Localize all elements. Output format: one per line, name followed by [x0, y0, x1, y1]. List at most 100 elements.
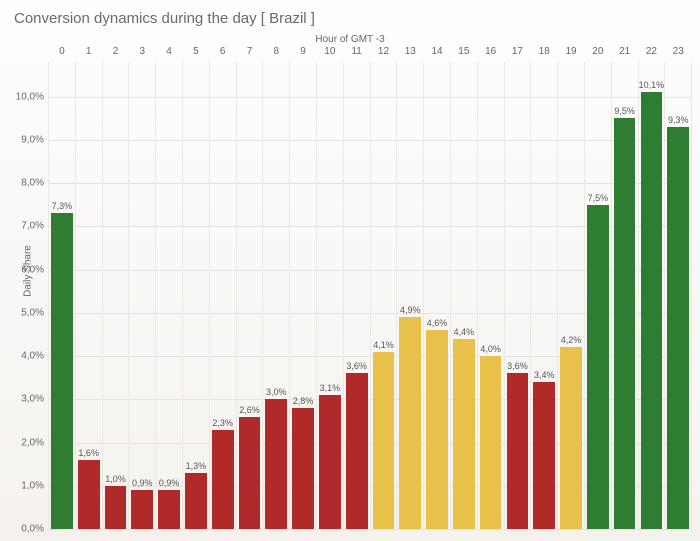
bar-column: 164,0% [478, 62, 505, 529]
bar-column: 207,5% [585, 62, 612, 529]
bar: 2,8% [292, 408, 314, 529]
bar-column: 134,9% [397, 62, 424, 529]
bar-value-label: 1,0% [105, 474, 126, 484]
x-tick-label: 16 [478, 46, 504, 57]
bar: 7,5% [587, 205, 609, 529]
y-tick-label: 6,0% [21, 264, 44, 275]
bar-value-label: 2,8% [293, 396, 314, 406]
bar-column: 11,6% [76, 62, 103, 529]
x-tick-label: 4 [156, 46, 182, 57]
bar-column: 103,1% [317, 62, 344, 529]
bar-value-label: 4,0% [480, 344, 501, 354]
bar: 1,6% [78, 460, 100, 529]
bar: 1,3% [185, 473, 207, 529]
bar: 4,2% [560, 347, 582, 529]
bar-column: 144,6% [424, 62, 451, 529]
bar-value-label: 3,0% [266, 387, 287, 397]
bar-column: 219,5% [612, 62, 639, 529]
bar-value-label: 2,6% [239, 405, 260, 415]
bar-value-label: 2,3% [212, 418, 233, 428]
bar: 9,3% [667, 127, 689, 529]
bar: 1,0% [105, 486, 127, 529]
x-tick-label: 9 [290, 46, 316, 57]
x-tick-label: 8 [263, 46, 289, 57]
bar-value-label: 3,4% [534, 370, 555, 380]
bar-column: 30,9% [129, 62, 156, 529]
y-tick-label: 8,0% [21, 178, 44, 189]
x-tick-label: 13 [397, 46, 423, 57]
bar-column: 51,3% [183, 62, 210, 529]
bar-column: 183,4% [531, 62, 558, 529]
bar-column: 194,2% [558, 62, 585, 529]
x-tick-label: 22 [639, 46, 665, 57]
bar-value-label: 4,2% [561, 335, 582, 345]
y-tick-label: 1,0% [21, 480, 44, 491]
bar-column: 92,8% [290, 62, 317, 529]
bar-value-label: 0,9% [159, 478, 180, 488]
bar-value-label: 0,9% [132, 478, 153, 488]
x-tick-label: 19 [558, 46, 584, 57]
y-tick-label: 3,0% [21, 394, 44, 405]
bar-value-label: 1,6% [78, 448, 99, 458]
gridline [48, 529, 692, 530]
bar-column: 2210,1% [639, 62, 666, 529]
bar: 4,1% [373, 352, 395, 529]
bar-column: 124,1% [371, 62, 398, 529]
bar-column: 239,3% [665, 62, 692, 529]
bar-column: 40,9% [156, 62, 183, 529]
bar-value-label: 3,6% [507, 361, 528, 371]
bar-value-label: 9,5% [614, 106, 635, 116]
x-tick-label: 0 [49, 46, 75, 57]
x-tick-label: 21 [612, 46, 638, 57]
bar: 0,9% [131, 490, 153, 529]
bar: 3,6% [346, 373, 368, 529]
bar-value-label: 4,9% [400, 305, 421, 315]
x-tick-label: 15 [451, 46, 477, 57]
bar-value-label: 10,1% [639, 80, 665, 90]
bar: 3,4% [533, 382, 555, 529]
x-tick-label: 23 [665, 46, 691, 57]
bar-value-label: 4,4% [454, 327, 475, 337]
bar-column: 173,6% [505, 62, 532, 529]
bar: 4,4% [453, 339, 475, 529]
bar: 4,6% [426, 330, 448, 529]
x-tick-label: 18 [531, 46, 557, 57]
x-tick-label: 1 [76, 46, 102, 57]
x-axis-title: Hour of GMT -3 [0, 34, 700, 45]
bar-value-label: 4,6% [427, 318, 448, 328]
y-tick-label: 4,0% [21, 351, 44, 362]
bar: 2,6% [239, 417, 261, 529]
bar-value-label: 1,3% [186, 461, 207, 471]
y-tick-label: 2,0% [21, 437, 44, 448]
y-tick-label: 5,0% [21, 307, 44, 318]
x-tick-label: 17 [505, 46, 531, 57]
y-tick-label: 0,0% [21, 524, 44, 535]
chart-title: Conversion dynamics during the day [ Bra… [14, 10, 315, 27]
bar: 3,0% [265, 399, 287, 529]
bar-value-label: 3,1% [320, 383, 341, 393]
chart-plot-area: 0,0%1,0%2,0%3,0%4,0%5,0%6,0%7,0%8,0%9,0%… [48, 62, 692, 529]
bar-column: 83,0% [263, 62, 290, 529]
bar-column: 07,3% [48, 62, 76, 529]
x-tick-label: 10 [317, 46, 343, 57]
bar: 0,9% [158, 490, 180, 529]
x-tick-label: 11 [344, 46, 370, 57]
bar: 9,5% [614, 118, 636, 529]
bar-column: 62,3% [210, 62, 237, 529]
bars-container: 07,3%11,6%21,0%30,9%40,9%51,3%62,3%72,6%… [48, 62, 692, 529]
bar: 3,1% [319, 395, 341, 529]
x-tick-label: 12 [371, 46, 397, 57]
bar: 10,1% [641, 92, 663, 529]
x-tick-label: 7 [237, 46, 263, 57]
y-tick-label: 9,0% [21, 134, 44, 145]
bar-value-label: 7,5% [588, 193, 609, 203]
y-tick-label: 10,0% [16, 91, 44, 102]
bar-value-label: 4,1% [373, 340, 394, 350]
y-tick-label: 7,0% [21, 221, 44, 232]
x-tick-label: 20 [585, 46, 611, 57]
bar: 7,3% [51, 213, 73, 529]
bar-value-label: 7,3% [52, 201, 73, 211]
x-tick-label: 6 [210, 46, 236, 57]
bar-value-label: 3,6% [346, 361, 367, 371]
bar: 4,9% [399, 317, 421, 529]
